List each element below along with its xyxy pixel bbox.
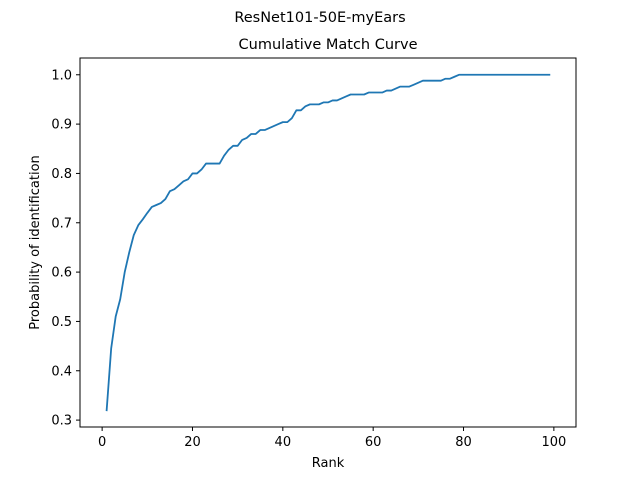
x-tick-label: 100 (541, 435, 566, 450)
y-tick-label: 0.6 (51, 266, 72, 281)
y-tick-label: 0.4 (51, 364, 72, 379)
y-tick-label: 0.9 (51, 118, 72, 133)
figure-suptitle: ResNet101-50E-myEars (234, 10, 405, 26)
series-layer (105, 73, 551, 412)
y-tick-label: 0.5 (51, 315, 72, 330)
cmc-series-line (105, 73, 551, 412)
axis-ticks: 0 20 40 60 80 100 0.3 0.4 0.5 0.6 0.7 0.8 0.9 1.0 (51, 68, 566, 450)
x-axis-label: Rank (312, 456, 345, 471)
x-tick-label: 0 (98, 435, 106, 450)
x-tick-label: 40 (275, 435, 292, 450)
x-tick-label: 20 (184, 435, 201, 450)
y-tick-label: 0.7 (51, 216, 72, 231)
y-axis-label: Probability of identification (28, 155, 43, 330)
x-tick-label: 60 (365, 435, 382, 450)
axes-frame (79, 57, 577, 428)
y-tick-label: 1.0 (51, 68, 72, 83)
x-tick-label: 80 (455, 435, 472, 450)
chart-title: Cumulative Match Curve (239, 37, 418, 53)
y-tick-label: 0.3 (51, 414, 72, 429)
y-tick-label: 0.8 (51, 167, 72, 182)
